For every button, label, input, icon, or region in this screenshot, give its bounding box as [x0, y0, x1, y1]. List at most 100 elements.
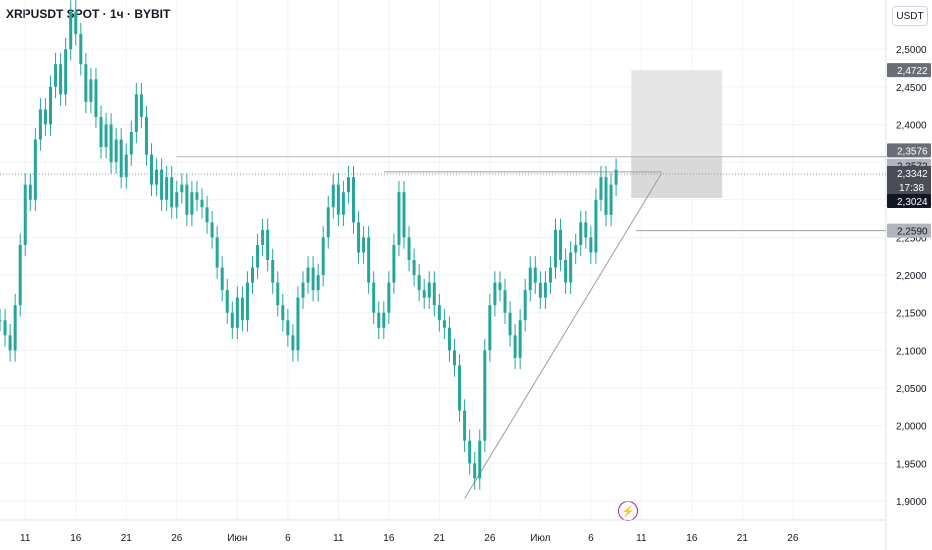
- price-bar: [59, 64, 63, 95]
- price-bar: [144, 116, 148, 155]
- price-bar: [468, 440, 472, 464]
- price-bar: [266, 229, 270, 260]
- price-bar: [346, 177, 350, 193]
- price-bar: [352, 177, 355, 223]
- price-bar: [99, 116, 103, 148]
- price-tag-3024-bg: [887, 193, 931, 208]
- price-bar: [523, 290, 527, 321]
- price-bar: [180, 184, 184, 193]
- price-bar: [114, 139, 118, 163]
- price-bar: [296, 297, 300, 351]
- price-bar: [245, 282, 249, 321]
- price-bar: [205, 207, 209, 223]
- price-bar: [311, 267, 315, 291]
- price-bar: [306, 267, 310, 283]
- price-bar: [109, 124, 113, 163]
- price-bar: [23, 184, 27, 245]
- price-bar: [13, 305, 17, 351]
- price-bar: [463, 410, 467, 441]
- y-tick-label: 1,9500: [896, 459, 927, 470]
- price-bar: [437, 305, 441, 321]
- y-tick-label: 2,0000: [896, 422, 927, 433]
- price-bar: [251, 267, 254, 283]
- price-bar: [8, 335, 12, 351]
- price-bar: [579, 222, 583, 245]
- current-price-bg: [887, 166, 931, 197]
- price-bar: [200, 199, 204, 208]
- y-tick-label: 1,9000: [896, 497, 927, 508]
- price-bar: [427, 282, 431, 298]
- price-tag-4722-bg: [887, 63, 931, 78]
- trendline: [464, 173, 662, 499]
- price-bar: [488, 305, 492, 351]
- price-bar: [533, 267, 537, 283]
- price-bar: [261, 229, 265, 245]
- price-bar: [357, 222, 361, 253]
- price-bar: [372, 282, 376, 313]
- price-bar: [392, 244, 396, 283]
- price-bar: [84, 64, 88, 102]
- y-tick-label: 2,4000: [896, 120, 927, 131]
- x-tick-label: 16: [70, 533, 82, 544]
- price-bar: [407, 237, 411, 260]
- x-tick-label: 26: [484, 533, 496, 544]
- price-bar: [291, 335, 295, 351]
- x-tick-label: 11: [20, 533, 31, 544]
- x-tick-label: 26: [171, 533, 183, 544]
- lightning-alert-icon[interactable]: ⚡: [618, 501, 638, 521]
- price-bar: [18, 244, 22, 306]
- price-bar: [417, 275, 421, 291]
- price-bar: [54, 64, 58, 87]
- price-bar: [89, 79, 93, 102]
- price-bar: [382, 312, 386, 328]
- x-tick-label: 11: [333, 533, 344, 544]
- price-bar: [170, 177, 174, 208]
- price-bar: [195, 192, 199, 200]
- price-bar: [377, 312, 381, 328]
- price-bar: [0, 320, 2, 322]
- currency-button[interactable]: USDT: [892, 6, 928, 26]
- price-bar: [321, 237, 325, 276]
- price-bar: [49, 86, 52, 125]
- price-bar: [215, 237, 219, 268]
- price-bar: [589, 237, 593, 253]
- price-bar: [28, 184, 32, 200]
- price-bar: [569, 252, 573, 283]
- price-bar: [543, 282, 547, 298]
- price-bar: [276, 282, 280, 306]
- price-bar: [281, 305, 285, 321]
- price-bar: [230, 312, 234, 328]
- price-bar: [124, 154, 128, 178]
- price-tag-3576-bg: [887, 143, 931, 158]
- price-bar: [165, 177, 169, 200]
- price-bar: [155, 169, 159, 185]
- price-bar: [74, 11, 78, 35]
- price-bar: [69, 11, 73, 50]
- price-bar: [478, 440, 482, 479]
- price-bar: [240, 297, 244, 321]
- price-bar: [508, 312, 512, 336]
- price-tag-4722: 2,4722: [897, 66, 928, 77]
- price-bar: [453, 350, 456, 366]
- price-bar: [316, 275, 320, 291]
- price-bar: [447, 327, 451, 351]
- price-bar: [331, 184, 335, 208]
- price-bar: [190, 192, 194, 215]
- y-tick-label: 2,1000: [896, 346, 927, 357]
- price-bar: [64, 49, 68, 95]
- price-bar: [33, 139, 37, 200]
- x-tick-label: 21: [434, 533, 446, 544]
- price-tag-2590: 2,2590: [897, 227, 928, 238]
- price-bar: [160, 169, 164, 200]
- price-bar: [422, 290, 426, 298]
- price-bar: [104, 124, 108, 148]
- price-bar: [79, 34, 83, 65]
- price-bar: [362, 237, 366, 253]
- price-bar: [458, 365, 462, 411]
- price-bar: [336, 184, 340, 215]
- price-bar: [129, 132, 133, 155]
- x-tick-label: 6: [588, 533, 594, 544]
- price-bar: [185, 184, 189, 215]
- price-bar: [43, 109, 47, 125]
